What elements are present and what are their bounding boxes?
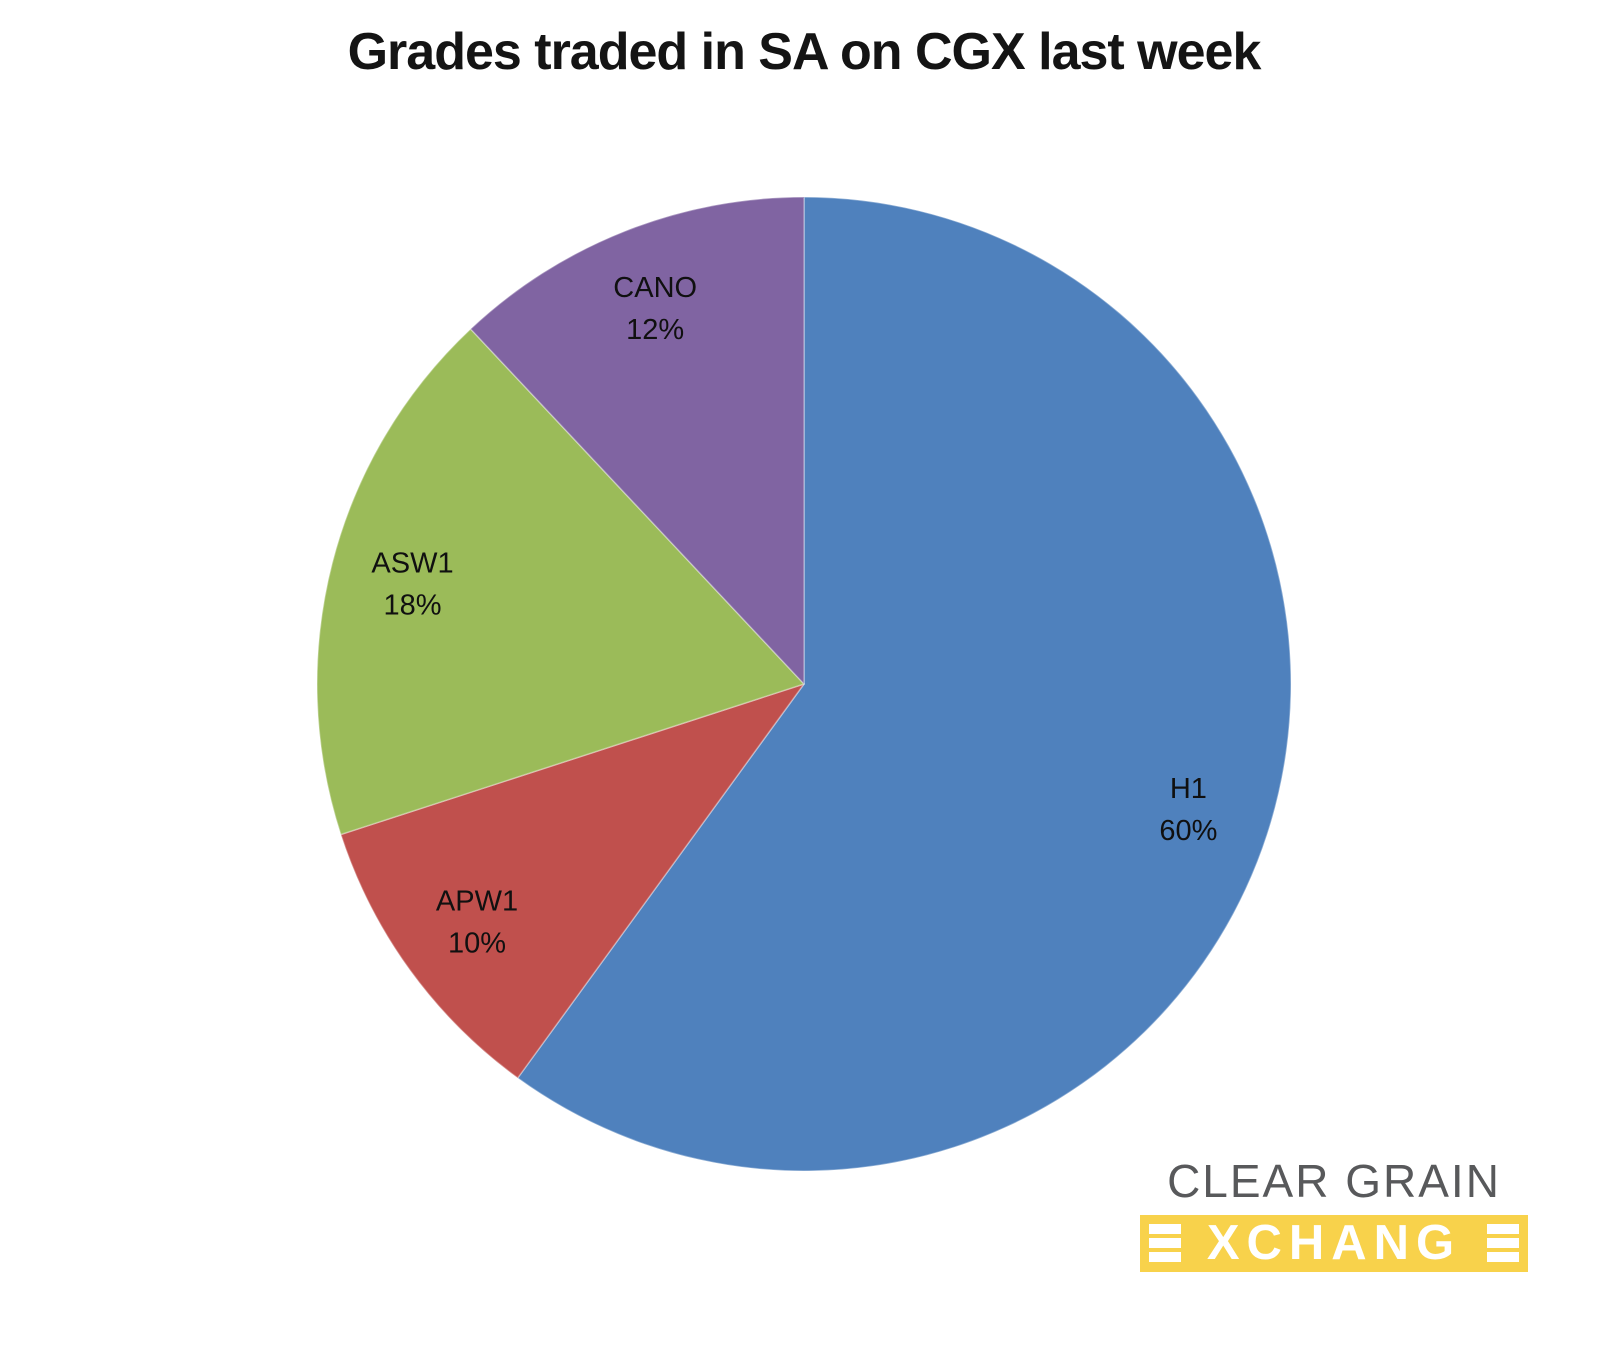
logo-exchange-text: XCHANG [1206, 1215, 1462, 1270]
pie-slice-label-h1: H1 60% [1159, 773, 1217, 847]
pie-slice-label-apw1: APW1 10% [436, 886, 518, 960]
pie-slice-h1 [517, 196, 1292, 1172]
logo-stylized-e-left [1149, 1224, 1181, 1263]
cgx-logo: CLEAR GRAIN XCHANG [1140, 1156, 1528, 1272]
logo-stylized-e-right [1487, 1224, 1519, 1263]
chart-title: Grades traded in SA on CGX last week [347, 23, 1262, 81]
pie-slice-label-cano: CANO 12% [613, 272, 697, 346]
pie-slice-label-asw1: ASW1 18% [371, 548, 453, 622]
logo-clear-grain-text: CLEAR GRAIN [1167, 1155, 1501, 1207]
pie-slice-asw1 [316, 328, 805, 836]
pie-slice-apw1 [340, 683, 805, 1079]
logo-exchange-bar: XCHANG [1140, 1214, 1528, 1272]
pie-slice-cano [469, 196, 805, 685]
pie-chart: H1 60% APW1 10% ASW1 18% CANO 12% [316, 196, 1292, 1172]
